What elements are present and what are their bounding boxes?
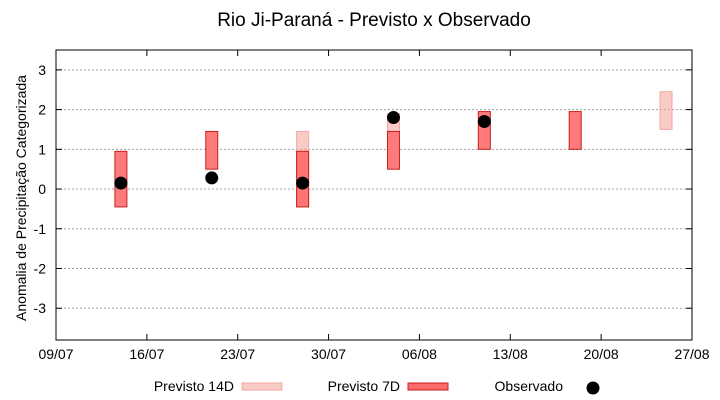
gridlines xyxy=(56,69,692,309)
point-observado xyxy=(477,115,491,129)
bar-previsto-7d xyxy=(568,111,582,150)
bar-previsto-7d xyxy=(386,130,400,170)
chart-title: Rio Ji-Paraná - Previsto x Observado xyxy=(217,10,531,31)
x-tick-label: 27/08 xyxy=(674,346,709,362)
y-tick-label: 1 xyxy=(38,141,46,157)
y-tick-label: 0 xyxy=(38,181,46,197)
data-marks xyxy=(114,91,673,208)
point-observado xyxy=(205,171,219,185)
bar-previsto-7d xyxy=(205,130,219,170)
legend: Previsto 14D Previsto 7D Observado xyxy=(154,378,600,395)
y-tick-label: 2 xyxy=(38,102,46,118)
legend-swatch-previsto-7d xyxy=(407,382,449,391)
legend-label-observado: Observado xyxy=(495,378,564,394)
plot-frame xyxy=(55,49,693,341)
point-observado xyxy=(296,176,310,190)
legend-label-previsto-14d: Previsto 14D xyxy=(154,378,234,394)
y-tick-label: -1 xyxy=(34,221,47,237)
axes: -3 -2 -1 0 1 2 3 09/07 16/07 23/07 30/07 06/08 13/08… xyxy=(34,50,710,362)
legend-label-previsto-7d: Previsto 7D xyxy=(328,378,400,394)
y-tick-label: -3 xyxy=(34,300,47,316)
x-tick-label: 30/07 xyxy=(311,346,346,362)
x-tick-label: 23/07 xyxy=(220,346,255,362)
point-observado xyxy=(114,176,128,190)
x-tick-label: 13/08 xyxy=(493,346,528,362)
point-observado xyxy=(386,111,400,125)
bar-previsto-14d xyxy=(659,91,673,130)
x-tick-label: 09/07 xyxy=(38,346,73,362)
y-tick-label: -2 xyxy=(34,260,47,276)
y-axis-label: Anomalia de Precipitação Categorizada xyxy=(13,75,29,321)
y-tick-label: 3 xyxy=(38,62,46,78)
x-tick-label: 06/08 xyxy=(402,346,437,362)
legend-marker-observado xyxy=(586,381,600,395)
x-tick-label: 16/07 xyxy=(129,346,164,362)
legend-swatch-previsto-14d xyxy=(241,382,283,391)
x-tick-label: 20/08 xyxy=(584,346,619,362)
